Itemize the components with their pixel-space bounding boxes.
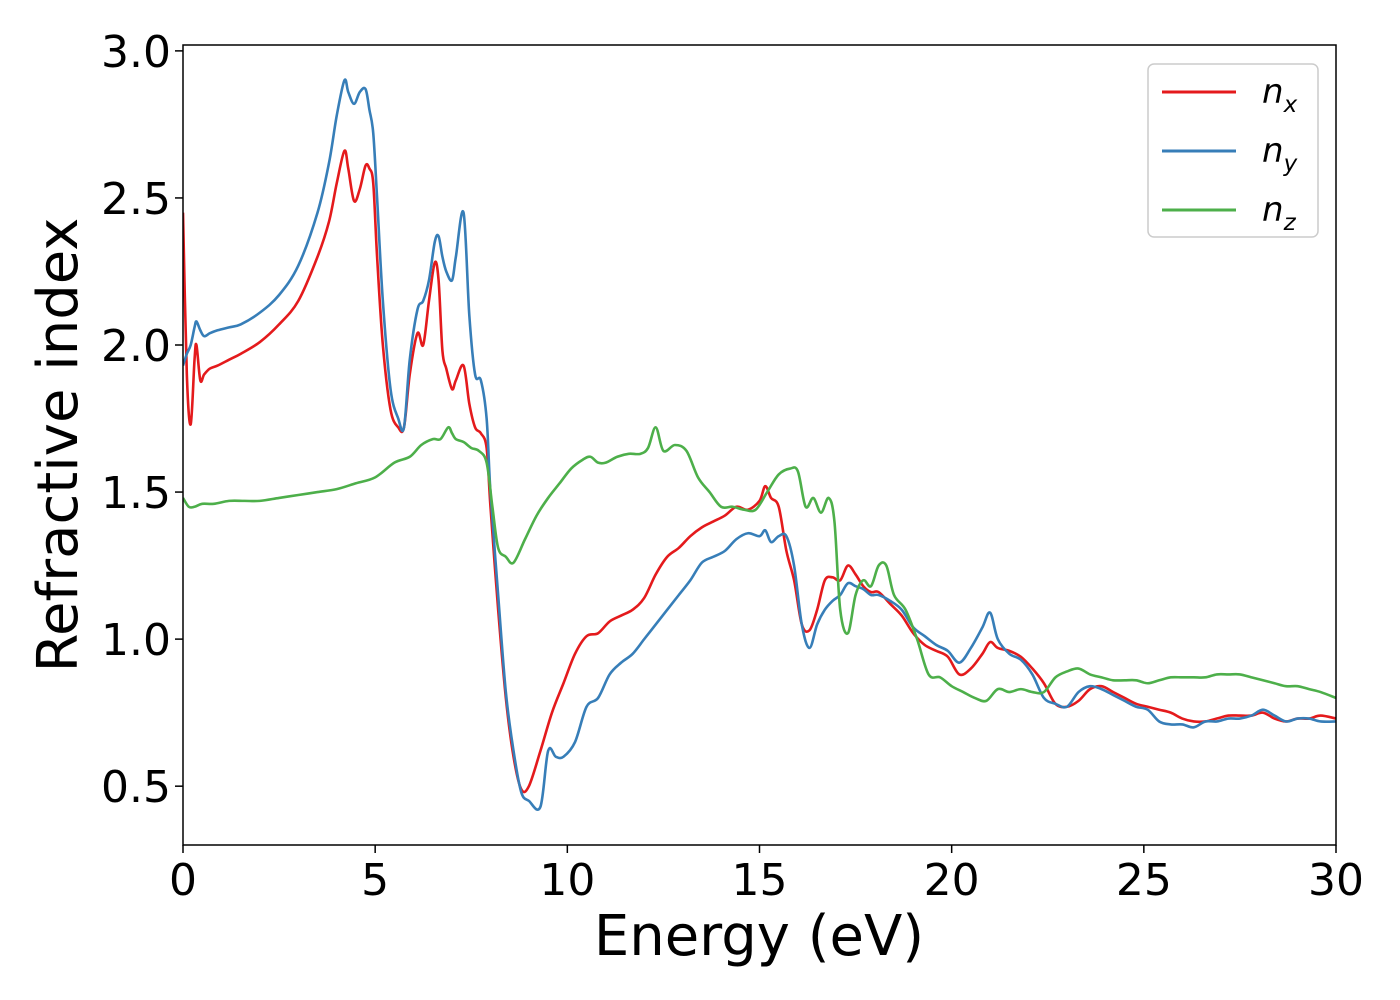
legend-label-x: nx xyxy=(1262,72,1298,118)
y-tick-label: 2.5 xyxy=(101,174,171,225)
x-tick-label: 30 xyxy=(1308,855,1364,906)
x-tick-label: 15 xyxy=(732,855,788,906)
legend: nx ny nz xyxy=(1147,63,1319,238)
x-tick-label: 10 xyxy=(539,855,595,906)
y-tick-label: 1.0 xyxy=(101,615,171,666)
x-tick-label: 0 xyxy=(169,855,197,906)
y-tick-label: 2.0 xyxy=(101,321,171,372)
series-layer xyxy=(183,78,1336,812)
x-axis-title: Energy (eV) xyxy=(594,904,924,969)
legend-label-y: ny xyxy=(1262,131,1298,177)
legend-label-z: nz xyxy=(1262,190,1297,236)
x-tick-label: 5 xyxy=(361,855,389,906)
y-tick-label: 1.5 xyxy=(101,468,171,519)
y-axis-ticks: 0.5 1.0 1.5 2.0 2.5 3.0 xyxy=(101,27,183,813)
y-axis-title: Refractive index xyxy=(26,218,91,673)
y-tick-label: 3.0 xyxy=(101,27,171,78)
x-axis-ticks: 0 5 10 15 20 25 30 xyxy=(169,845,1364,906)
x-tick-label: 20 xyxy=(924,855,980,906)
x-tick-label: 25 xyxy=(1116,855,1172,906)
y-tick-label: 0.5 xyxy=(101,762,171,813)
series-line-z xyxy=(183,425,1336,703)
series-line-x xyxy=(183,149,1336,794)
series-line-y xyxy=(183,78,1336,812)
